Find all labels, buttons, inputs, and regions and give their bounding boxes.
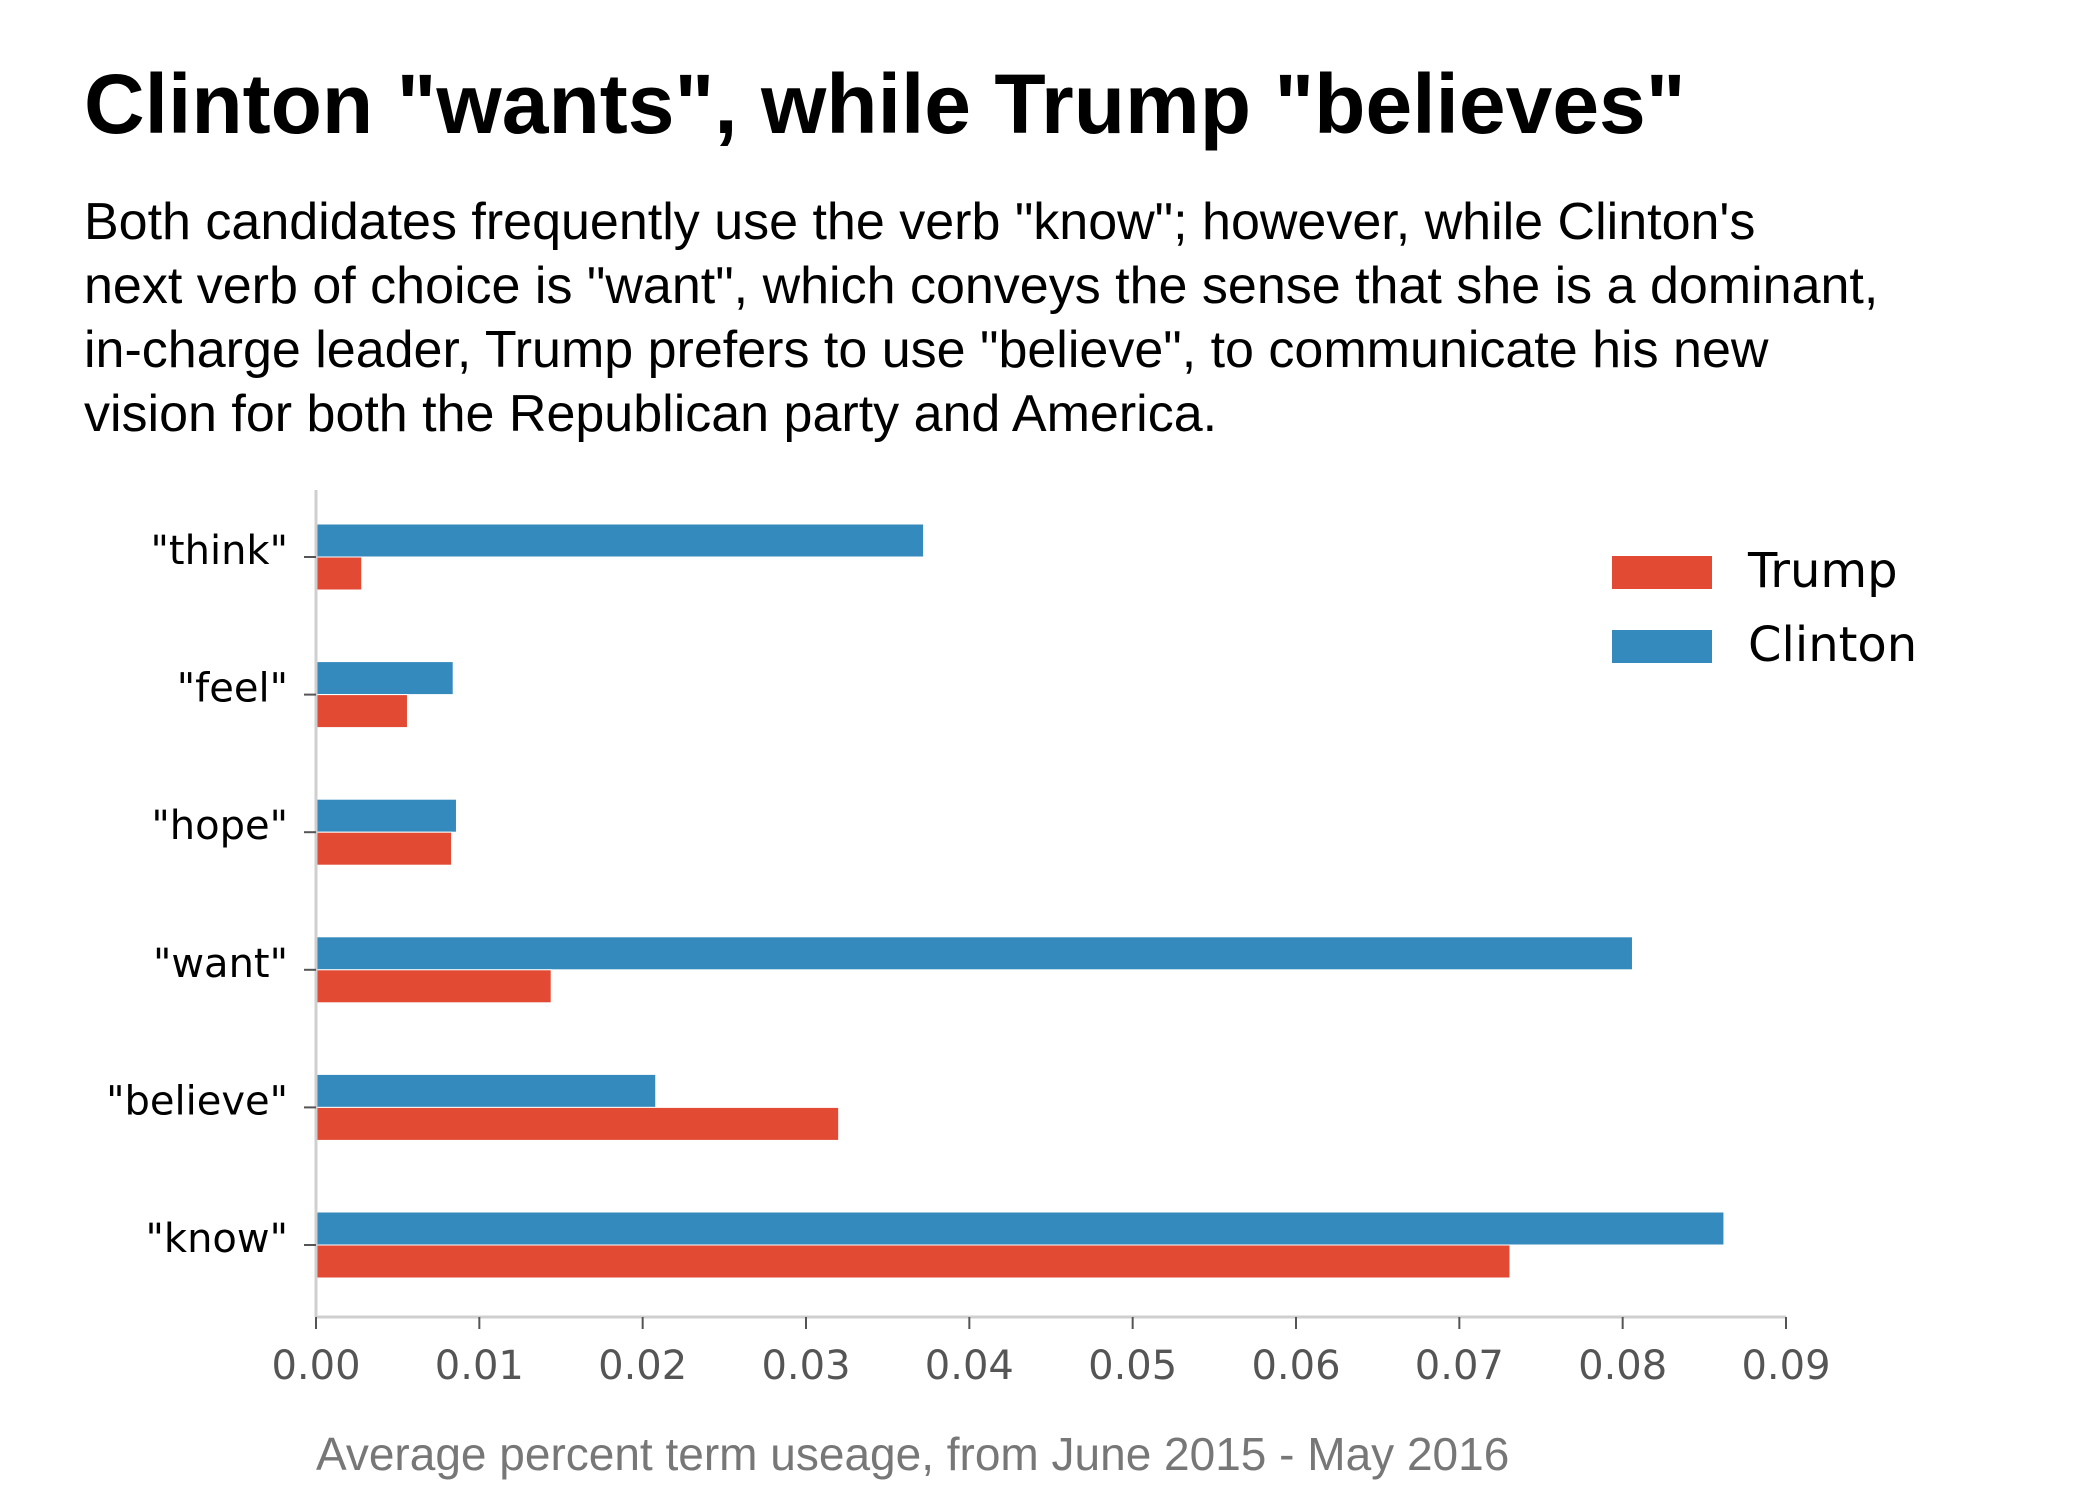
y-tick-label: "want"	[153, 941, 288, 987]
x-tick-label: 0.02	[598, 1343, 687, 1389]
y-tick-label: "hope"	[151, 803, 288, 849]
legend-label: Trump	[1747, 543, 1898, 599]
chart-subtitle: Both candidates frequently use the verb …	[84, 190, 2094, 446]
x-tick-label: 0.08	[1578, 1343, 1667, 1389]
x-tick-label: 0.03	[761, 1343, 850, 1389]
legend-swatch	[1612, 630, 1712, 663]
chart-title: Clinton "wants", while Trump "believes"	[84, 57, 1686, 151]
bar-trump	[315, 1106, 840, 1141]
bars-group	[315, 523, 1725, 1279]
y-tick-label: "know"	[146, 1216, 289, 1262]
x-tick-label: 0.05	[1088, 1343, 1177, 1389]
bar-trump	[315, 556, 363, 591]
legend-label: Clinton	[1748, 617, 1917, 673]
bar-trump	[315, 694, 408, 729]
bar-clinton	[315, 523, 925, 558]
y-tick-label: "feel"	[177, 666, 288, 712]
bar-clinton	[315, 936, 1633, 971]
legend-swatch	[1612, 556, 1712, 589]
bar-trump	[315, 969, 552, 1004]
subtitle-line: vision for both the Republican party and…	[84, 385, 1218, 443]
bar-trump	[315, 831, 453, 866]
x-tick-label: 0.06	[1251, 1343, 1340, 1389]
bar-clinton	[315, 661, 454, 696]
bar-clinton	[315, 1073, 657, 1108]
legend: Trump Clinton	[1612, 543, 1917, 673]
x-tick-label: 0.07	[1415, 1343, 1504, 1389]
bar-clinton	[315, 798, 457, 833]
x-tick-label: 0.04	[925, 1343, 1014, 1389]
subtitle-line: Both candidates frequently use the verb …	[84, 193, 1756, 251]
bar-trump	[315, 1244, 1511, 1279]
y-tick-label: "believe"	[106, 1078, 288, 1124]
subtitle-line: in-charge leader, Trump prefers to use "…	[84, 321, 1769, 379]
axes-group: 0.00 0.01 0.02 0.03 0.04 0.05 0.06 0.07 0.08 0.09…	[106, 490, 1831, 1389]
x-tick-label: 0.09	[1741, 1343, 1830, 1389]
x-axis-label: Average percent term useage, from June 2…	[316, 1428, 1509, 1480]
bar-clinton	[315, 1211, 1725, 1246]
x-tick-label: 0.01	[435, 1343, 524, 1389]
y-tick-label: "think"	[151, 528, 288, 574]
subtitle-line: next verb of choice is "want", which con…	[84, 257, 1879, 315]
x-tick-label: 0.00	[271, 1343, 360, 1389]
